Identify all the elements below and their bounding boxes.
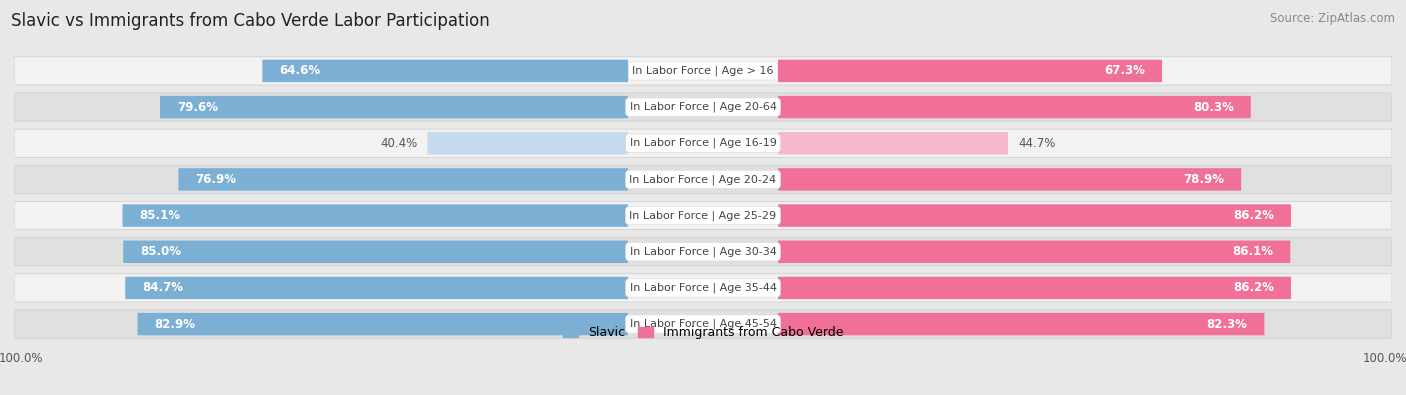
Text: 40.4%: 40.4% — [380, 137, 418, 150]
FancyBboxPatch shape — [778, 277, 1291, 299]
Text: 86.2%: 86.2% — [1233, 281, 1274, 294]
Text: In Labor Force | Age 30-34: In Labor Force | Age 30-34 — [630, 246, 776, 257]
FancyBboxPatch shape — [778, 241, 1291, 263]
FancyBboxPatch shape — [14, 57, 1392, 85]
Text: In Labor Force | Age 16-19: In Labor Force | Age 16-19 — [630, 138, 776, 149]
FancyBboxPatch shape — [778, 132, 1008, 154]
FancyBboxPatch shape — [125, 277, 628, 299]
Text: In Labor Force | Age 20-64: In Labor Force | Age 20-64 — [630, 102, 776, 112]
FancyBboxPatch shape — [263, 60, 628, 82]
Legend: Slavic, Immigrants from Cabo Verde: Slavic, Immigrants from Cabo Verde — [558, 322, 848, 344]
Text: 80.3%: 80.3% — [1192, 101, 1233, 114]
Text: 79.6%: 79.6% — [177, 101, 218, 114]
Text: In Labor Force | Age 25-29: In Labor Force | Age 25-29 — [630, 210, 776, 221]
Text: 85.1%: 85.1% — [139, 209, 180, 222]
FancyBboxPatch shape — [778, 168, 1241, 191]
FancyBboxPatch shape — [179, 168, 628, 191]
Text: In Labor Force | Age 45-54: In Labor Force | Age 45-54 — [630, 319, 776, 329]
FancyBboxPatch shape — [14, 166, 1392, 194]
FancyBboxPatch shape — [14, 274, 1392, 302]
Text: 84.7%: 84.7% — [142, 281, 183, 294]
Text: Source: ZipAtlas.com: Source: ZipAtlas.com — [1270, 12, 1395, 25]
FancyBboxPatch shape — [14, 201, 1392, 229]
Text: 64.6%: 64.6% — [280, 64, 321, 77]
Text: In Labor Force | Age 35-44: In Labor Force | Age 35-44 — [630, 283, 776, 293]
Text: In Labor Force | Age 20-24: In Labor Force | Age 20-24 — [630, 174, 776, 185]
FancyBboxPatch shape — [160, 96, 628, 118]
FancyBboxPatch shape — [778, 313, 1264, 335]
Text: 86.1%: 86.1% — [1232, 245, 1274, 258]
FancyBboxPatch shape — [14, 129, 1392, 157]
FancyBboxPatch shape — [122, 204, 628, 227]
FancyBboxPatch shape — [14, 310, 1392, 338]
Text: In Labor Force | Age > 16: In Labor Force | Age > 16 — [633, 66, 773, 76]
Text: Slavic vs Immigrants from Cabo Verde Labor Participation: Slavic vs Immigrants from Cabo Verde Lab… — [11, 12, 491, 30]
FancyBboxPatch shape — [124, 241, 628, 263]
FancyBboxPatch shape — [778, 204, 1291, 227]
Text: 82.9%: 82.9% — [155, 318, 195, 331]
FancyBboxPatch shape — [427, 132, 628, 154]
Text: 82.3%: 82.3% — [1206, 318, 1247, 331]
FancyBboxPatch shape — [138, 313, 628, 335]
Text: 76.9%: 76.9% — [195, 173, 236, 186]
FancyBboxPatch shape — [14, 238, 1392, 266]
FancyBboxPatch shape — [778, 96, 1251, 118]
Text: 67.3%: 67.3% — [1104, 64, 1144, 77]
Text: 86.2%: 86.2% — [1233, 209, 1274, 222]
FancyBboxPatch shape — [14, 93, 1392, 121]
FancyBboxPatch shape — [778, 60, 1163, 82]
Text: 78.9%: 78.9% — [1182, 173, 1225, 186]
Text: 44.7%: 44.7% — [1018, 137, 1056, 150]
Text: 85.0%: 85.0% — [141, 245, 181, 258]
